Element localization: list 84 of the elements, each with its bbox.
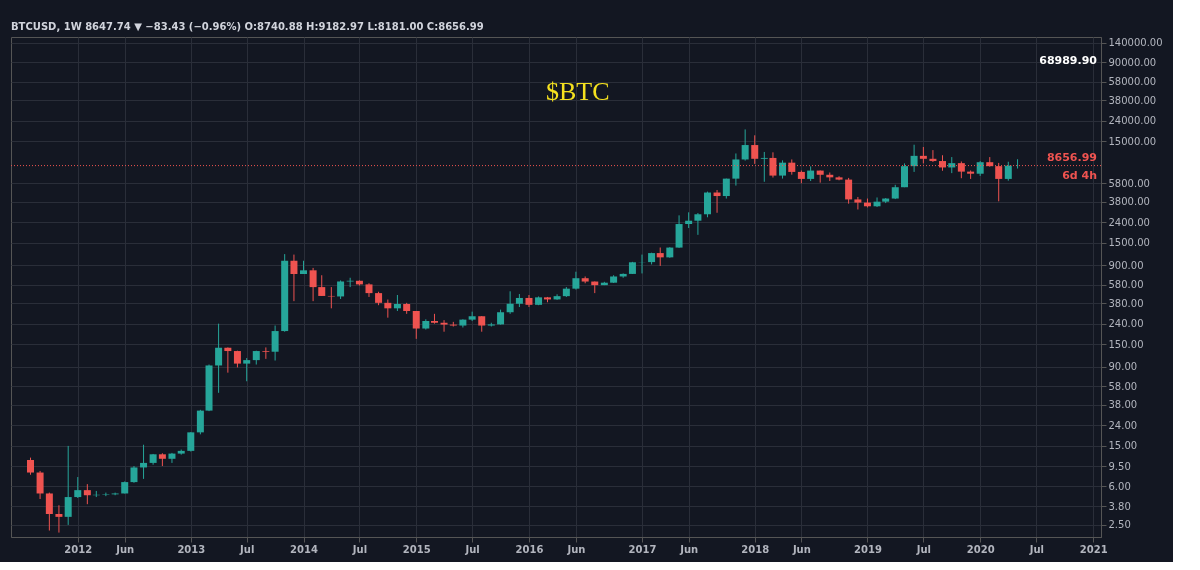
candlestick bbox=[656, 247, 664, 267]
x-tick-label: Jun bbox=[679, 543, 699, 555]
y-tick-label: 5800.00 bbox=[1108, 177, 1150, 189]
y-tick-label: 38.00 bbox=[1108, 399, 1138, 411]
x-tick-label: Jul bbox=[915, 543, 931, 555]
candlestick bbox=[553, 293, 561, 301]
y-tick-label: 58.00 bbox=[1108, 380, 1138, 392]
candlestick bbox=[440, 319, 448, 333]
annotation: 68989.90 bbox=[1039, 54, 1098, 67]
y-tick-label: 90000.00 bbox=[1108, 56, 1157, 68]
candlestick bbox=[243, 357, 251, 382]
candlestick bbox=[102, 492, 110, 497]
candlestick bbox=[694, 212, 702, 236]
candlestick bbox=[412, 310, 420, 340]
y-tick-label: 6.00 bbox=[1108, 480, 1131, 492]
candlestick bbox=[74, 476, 82, 499]
x-tick-label: 2017 bbox=[628, 543, 657, 555]
y-tick-label: 2400.00 bbox=[1108, 216, 1150, 228]
candlestick bbox=[168, 452, 176, 464]
candlestick bbox=[215, 323, 223, 394]
y-tick-label: 9.50 bbox=[1108, 460, 1131, 472]
candlestick bbox=[64, 445, 72, 526]
y-tick-label: 24.00 bbox=[1108, 419, 1138, 431]
y-tick-label: 3800.00 bbox=[1108, 196, 1150, 208]
x-tick-label: Jul bbox=[464, 543, 480, 555]
x-tick-label: 2019 bbox=[854, 543, 882, 555]
candlestick bbox=[751, 134, 759, 165]
y-tick-label: 1500.00 bbox=[1108, 237, 1150, 249]
candlestick bbox=[187, 431, 195, 453]
candlestick bbox=[224, 346, 232, 374]
y-tick-label: 150.00 bbox=[1108, 338, 1144, 350]
y-tick-label: 3.80 bbox=[1108, 500, 1131, 512]
candlestick bbox=[290, 254, 298, 302]
x-tick-label: 2012 bbox=[64, 543, 93, 555]
y-tick-label: 580.00 bbox=[1108, 279, 1144, 291]
ref-line-label: 8656.99 bbox=[1046, 150, 1097, 164]
annotation: 6d 4h bbox=[1062, 168, 1097, 182]
x-tick-label: Jul bbox=[351, 543, 368, 555]
x-tick-label: 2018 bbox=[741, 543, 770, 555]
candlestick bbox=[83, 483, 91, 505]
x-tick-label: 2014 bbox=[290, 543, 318, 555]
x-tick-label: 2016 bbox=[515, 543, 544, 555]
candlestick bbox=[506, 290, 514, 315]
candlestick bbox=[910, 144, 918, 173]
candlestick bbox=[384, 299, 392, 319]
y-tick-label: 240.00 bbox=[1108, 318, 1144, 330]
y-tick-label: 15000.00 bbox=[1108, 135, 1157, 147]
candlestick bbox=[55, 504, 63, 534]
candlestick bbox=[845, 177, 853, 205]
x-tick-label: Jul bbox=[1028, 543, 1045, 555]
y-tick-label: 15.00 bbox=[1108, 440, 1138, 452]
text: $BTC bbox=[546, 77, 610, 106]
candlestick bbox=[337, 279, 345, 300]
candlestick bbox=[854, 196, 862, 210]
candlestick bbox=[741, 128, 749, 162]
x-tick-label: 2021 bbox=[1079, 543, 1108, 555]
candlestick bbox=[262, 346, 270, 360]
y-tick-label: 140000.00 bbox=[1108, 37, 1163, 49]
x-tick-label: Jun bbox=[566, 543, 586, 555]
candlestick bbox=[732, 152, 740, 187]
y-tick-label: 380.00 bbox=[1108, 297, 1144, 309]
candlestick bbox=[1004, 161, 1012, 182]
y-tick-label: 24000.00 bbox=[1108, 115, 1157, 127]
candlestick bbox=[760, 151, 768, 183]
x-tick-label: Jul bbox=[239, 543, 255, 555]
candlestick bbox=[271, 325, 279, 362]
x-tick-label: Jun bbox=[115, 543, 135, 555]
candlestick bbox=[318, 274, 326, 297]
candlestick bbox=[45, 492, 53, 532]
y-tick-label: 90.00 bbox=[1108, 361, 1138, 373]
text: BTCUSD, 1W 8647.74 ▼ −83.43 (−0.96%) O:8740.88 H:9182.97 L:8181.00 C:8656.99 bbox=[11, 21, 484, 32]
x-tick-label: 2013 bbox=[177, 543, 206, 555]
y-tick-label: 900.00 bbox=[1108, 259, 1144, 271]
candlestick bbox=[309, 267, 317, 302]
candlestick bbox=[703, 191, 711, 218]
candlestick bbox=[196, 409, 204, 435]
candlestick bbox=[675, 214, 683, 249]
y-tick-label: 2.50 bbox=[1108, 519, 1131, 531]
candlestick bbox=[36, 470, 44, 500]
y-tick-label: 38000.00 bbox=[1108, 94, 1157, 106]
x-tick-label: 2020 bbox=[966, 543, 995, 555]
x-tick-label: 2015 bbox=[402, 543, 431, 555]
x-tick-label: Jun bbox=[791, 543, 811, 555]
y-tick-label: 58000.00 bbox=[1108, 76, 1157, 88]
